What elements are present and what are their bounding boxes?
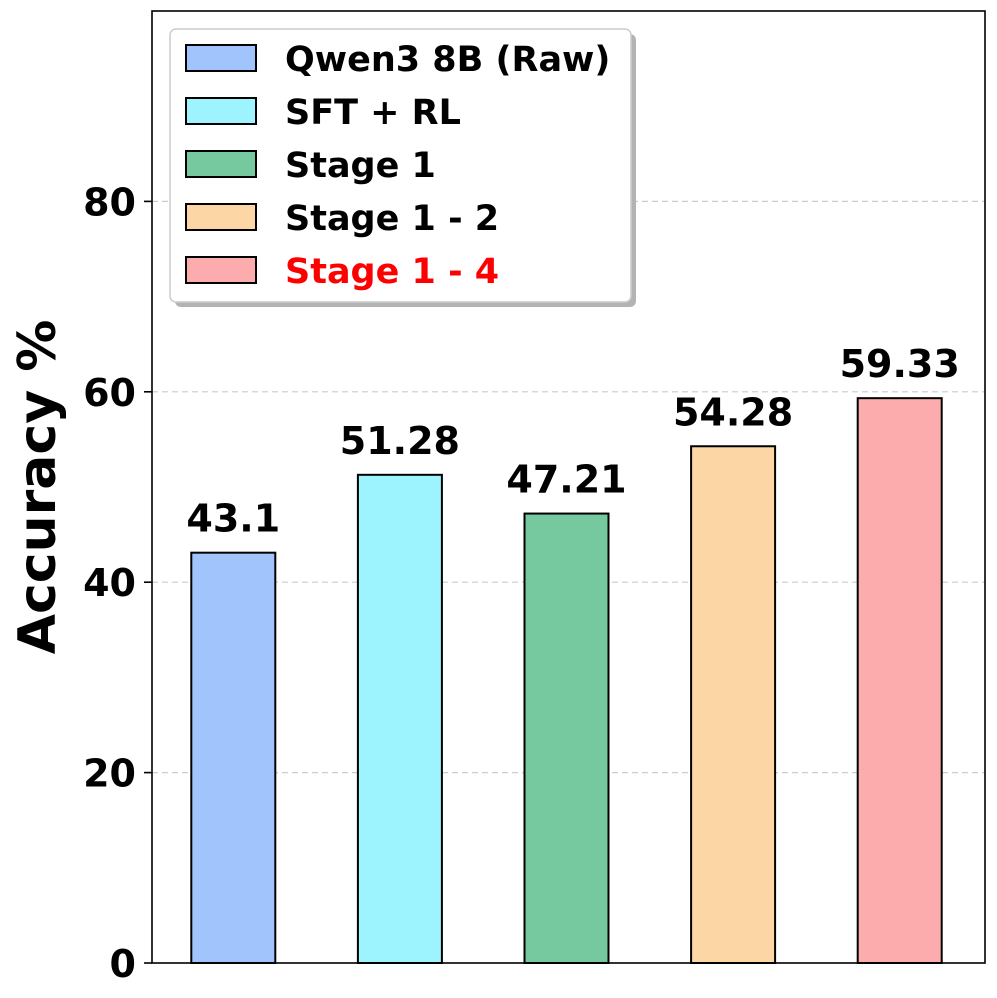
y-axis-title: Accuracy % xyxy=(8,320,68,655)
legend-swatch xyxy=(185,150,257,178)
y-tick-label: 60 xyxy=(83,371,136,415)
y-tick-label: 80 xyxy=(83,180,136,224)
y-tick-label: 0 xyxy=(110,942,136,986)
legend-swatch xyxy=(185,256,257,284)
legend-label: Stage 1 xyxy=(285,146,436,186)
y-tick-label: 40 xyxy=(83,561,136,605)
legend-label: Stage 1 - 2 xyxy=(285,199,499,239)
value-label-layer: 43.1 51.28 47.21 54.28 59.33 xyxy=(186,342,959,541)
data-label: 54.28 xyxy=(673,390,793,434)
legend-label: Stage 1 - 4 xyxy=(285,252,499,292)
legend-box xyxy=(169,28,632,303)
y-tick-label: 20 xyxy=(83,752,136,796)
bar xyxy=(690,445,777,964)
legend-label: Qwen3 8B (Raw) xyxy=(285,40,610,80)
legend-swatch xyxy=(185,97,257,125)
plot-frame xyxy=(151,10,986,964)
bar xyxy=(856,397,943,964)
data-label: 59.33 xyxy=(840,342,960,386)
data-label: 51.28 xyxy=(340,419,460,463)
grid-layer xyxy=(152,200,985,774)
bar xyxy=(190,551,277,964)
data-label: 43.1 xyxy=(186,497,280,541)
legend-swatch xyxy=(185,203,257,231)
legend: Qwen3 8B (Raw) SFT + RL Stage 1 Stage 1 - 2… xyxy=(169,28,636,307)
data-label: 47.21 xyxy=(506,458,626,502)
legend-label: SFT + RL xyxy=(285,93,461,133)
axis-layer: 0 20 40 60 80 xyxy=(83,10,986,986)
bar xyxy=(523,512,610,964)
legend-swatch xyxy=(185,44,257,72)
bar xyxy=(356,473,443,964)
